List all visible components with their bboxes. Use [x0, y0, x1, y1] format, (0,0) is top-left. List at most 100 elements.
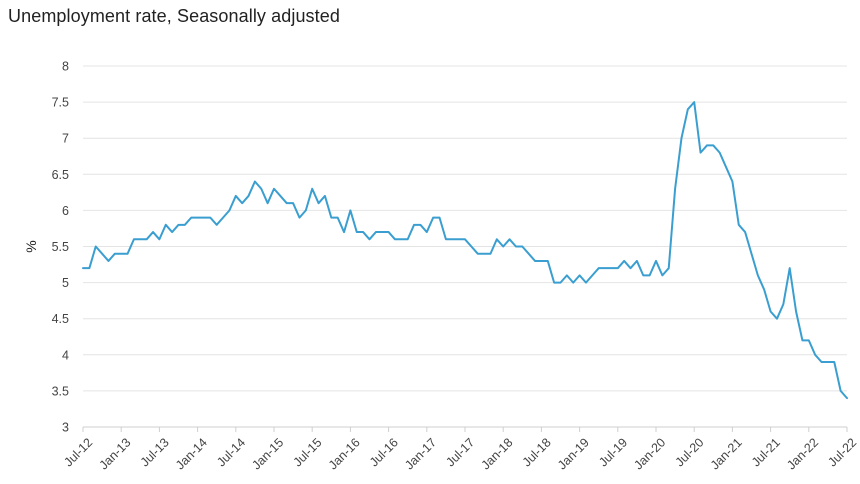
y-tick-label: 8 — [62, 60, 69, 74]
data-point — [508, 238, 511, 240]
x-axis-tick-labels: Jul-12 Jan-13 Jul-13 Jan-14 Jul-14 Jan-15 Jul-… — [61, 427, 859, 472]
data-point — [559, 282, 562, 284]
data-point — [763, 289, 765, 291]
y-tick-label: 4 — [62, 348, 69, 362]
data-point — [795, 310, 797, 313]
data-point — [547, 260, 549, 262]
data-point — [789, 267, 791, 269]
x-tick-label: Jul-19 — [596, 435, 630, 469]
y-tick-label: 4.5 — [52, 312, 69, 326]
data-point — [165, 224, 167, 226]
y-tick-label: 6.5 — [52, 168, 69, 182]
data-points — [82, 101, 848, 399]
data-point — [801, 339, 804, 341]
data-point — [82, 267, 84, 269]
data-point — [305, 209, 307, 211]
data-point — [222, 217, 224, 219]
data-point — [629, 267, 632, 269]
data-point — [470, 245, 472, 248]
data-point — [407, 238, 409, 240]
data-point — [101, 253, 103, 255]
data-point — [139, 238, 141, 240]
data-point — [228, 209, 231, 211]
y-axis-label: % — [23, 240, 39, 252]
data-point — [88, 267, 90, 269]
x-tick-label: Jan-21 — [708, 435, 745, 472]
data-point — [324, 195, 326, 197]
x-tick-label: Jul-14 — [214, 435, 248, 469]
data-point — [623, 260, 625, 262]
data-point — [209, 217, 211, 219]
x-tick-label: Jan-14 — [173, 435, 210, 472]
data-point — [216, 224, 218, 226]
data-point — [349, 209, 351, 211]
data-point — [725, 166, 727, 168]
data-point — [426, 231, 428, 233]
data-point — [146, 238, 148, 240]
data-point — [158, 238, 160, 240]
chart-title: Unemployment rate, Seasonally adjusted — [8, 6, 340, 26]
data-point — [292, 202, 294, 204]
data-point — [114, 253, 116, 255]
unemployment-rate-series-line — [82, 101, 848, 400]
data-point — [814, 354, 816, 356]
data-point — [528, 253, 530, 255]
data-point — [311, 188, 313, 190]
data-point — [649, 274, 651, 276]
data-point — [197, 217, 199, 219]
x-tick-label: Jan-16 — [326, 435, 363, 472]
data-point — [419, 224, 422, 226]
data-point — [432, 217, 434, 219]
gridlines — [83, 65, 847, 428]
x-tick-label: Jul-22 — [825, 435, 859, 469]
data-point — [337, 217, 339, 219]
data-point — [521, 245, 523, 248]
data-point — [617, 267, 619, 269]
data-point — [152, 231, 154, 233]
data-point — [598, 267, 600, 269]
y-tick-label: 3 — [62, 421, 69, 435]
data-point — [375, 231, 377, 233]
data-point — [298, 217, 301, 219]
data-point — [413, 224, 415, 226]
data-point — [776, 318, 778, 320]
x-tick-label: Jan-13 — [97, 435, 134, 472]
data-point — [184, 224, 186, 226]
data-point — [95, 245, 97, 248]
data-point — [235, 195, 237, 197]
x-tick-label: Jul-12 — [61, 435, 95, 469]
data-point — [744, 231, 746, 233]
data-point — [496, 238, 498, 240]
x-tick-label: Jul-20 — [673, 435, 707, 469]
data-point — [177, 224, 180, 226]
y-tick-label: 6 — [62, 204, 69, 218]
data-point — [655, 260, 657, 262]
x-tick-label: Jul-13 — [138, 435, 172, 469]
data-point — [489, 253, 492, 255]
data-point — [738, 224, 740, 226]
data-point — [279, 195, 281, 197]
data-point — [534, 260, 536, 262]
data-point — [668, 267, 670, 269]
data-point — [368, 238, 371, 240]
data-point — [699, 152, 702, 154]
data-point — [107, 260, 110, 262]
y-tick-label: 5.5 — [52, 240, 69, 254]
data-point — [820, 361, 823, 363]
data-point — [133, 238, 135, 240]
data-point — [636, 260, 638, 262]
y-tick-label: 3.5 — [52, 384, 69, 398]
data-point — [451, 238, 453, 240]
data-point — [610, 267, 613, 269]
x-tick-label: Jan-22 — [784, 435, 821, 472]
data-point — [674, 188, 676, 190]
x-tick-label: Jul-17 — [443, 435, 477, 469]
x-tick-label: Jan-19 — [555, 435, 592, 472]
data-point — [502, 245, 504, 248]
data-point — [458, 238, 460, 240]
data-point — [120, 253, 122, 255]
data-point — [731, 180, 734, 183]
y-tick-label: 7.5 — [52, 96, 69, 110]
data-point — [203, 217, 205, 219]
